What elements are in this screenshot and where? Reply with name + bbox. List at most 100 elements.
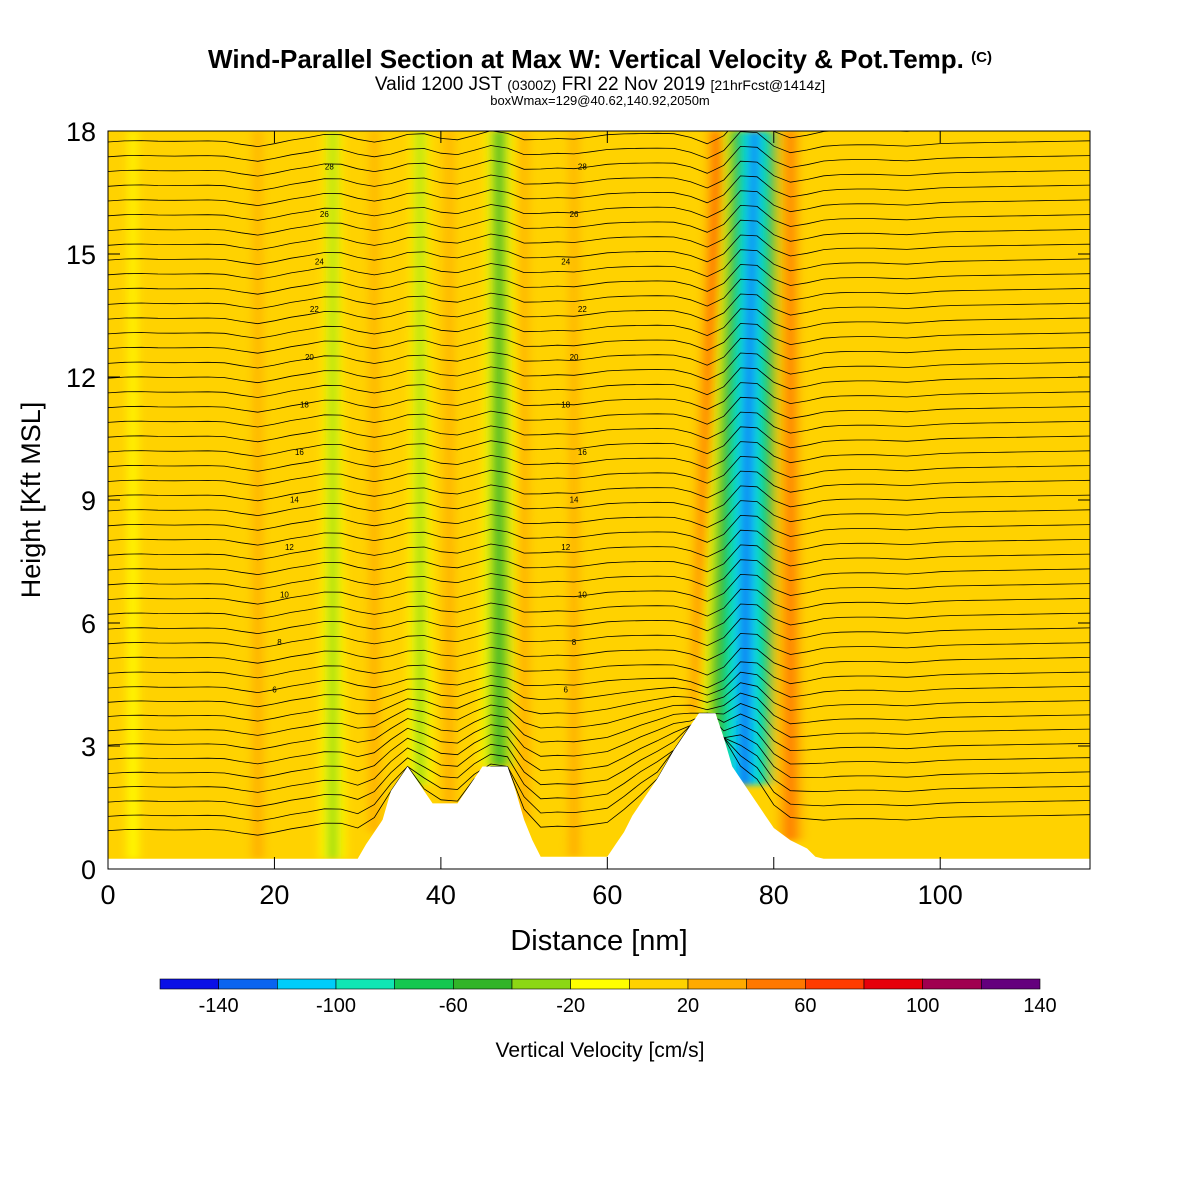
theta-contour-27 xyxy=(108,411,1090,443)
theta-contour-41 xyxy=(108,204,1090,236)
theta-label-30-0: 30 xyxy=(330,115,339,124)
theta-contour-19 xyxy=(108,529,1090,561)
y-tick-label-15: 15 xyxy=(66,240,96,270)
theta-contour-7 xyxy=(108,692,1090,736)
colorbar-tick--60: -60 xyxy=(439,995,468,1017)
velocity-plume-12 xyxy=(901,623,912,859)
theta-contour-20 xyxy=(108,514,1090,546)
theta-contour-5 xyxy=(108,712,1090,765)
theta-label-24-0: 24 xyxy=(315,258,324,267)
colorbar-swatch-1 xyxy=(218,978,278,990)
theta-label-26-0: 26 xyxy=(320,210,329,219)
x-tick-label-20: 20 xyxy=(259,880,289,910)
theta-label-22-1: 22 xyxy=(578,305,587,314)
theta-contour-18 xyxy=(108,544,1090,576)
theta-label-14-0: 14 xyxy=(290,495,299,504)
theta-contour-21 xyxy=(108,500,1090,531)
theta-contour-labels: 6 6 8 8 10 10 12 12 14 14 16 16 18 18 20 20 22 22 24 24 26 26… xyxy=(272,115,587,695)
theta-label-12-1: 12 xyxy=(561,543,570,552)
velocity-plume-5 xyxy=(444,131,455,804)
theta-label-10-0: 10 xyxy=(280,591,289,600)
y-tick-label-0: 0 xyxy=(81,855,96,885)
chart-title: Wind-Parallel Section at Max W: Vertical… xyxy=(0,44,1200,75)
theta-label-30-1: 30 xyxy=(561,115,570,124)
theta-contour-0 xyxy=(108,712,1090,836)
velocity-plume-7 xyxy=(519,131,530,820)
colorbar-swatch-8 xyxy=(629,978,689,990)
velocity-plume-6 xyxy=(494,131,505,767)
theta-label-28-1: 28 xyxy=(578,163,587,172)
title-text: Wind-Parallel Section at Max W: Vertical… xyxy=(208,44,964,74)
theta-contour-33 xyxy=(108,323,1090,354)
y-axis-label: Height [Kft MSL] xyxy=(16,402,46,599)
theta-contour-17 xyxy=(108,559,1090,590)
valid-zulu: (0300Z) xyxy=(507,77,557,93)
theta-label-8-0: 8 xyxy=(277,638,282,647)
forecast-info: [21hrFcst@1414z] xyxy=(710,77,826,93)
y-tick-label-18: 18 xyxy=(66,117,96,147)
colorbar-tick-140: 140 xyxy=(1023,995,1056,1017)
theta-contour-14 xyxy=(108,603,1090,635)
theta-label-16-1: 16 xyxy=(578,448,587,457)
theta-contour-6 xyxy=(108,703,1090,751)
theta-contour-13 xyxy=(108,618,1090,649)
colorbar-tick--140: -140 xyxy=(199,995,239,1017)
theta-label-16-0: 16 xyxy=(295,448,304,457)
chart-subtitle: Valid 1200 JST (0300Z) FRI 22 Nov 2019 [… xyxy=(0,74,1200,96)
theta-contour-42 xyxy=(108,190,1090,221)
y-tick-label-6: 6 xyxy=(81,609,96,639)
x-axis-label: Distance [nm] xyxy=(510,925,687,957)
theta-label-20-0: 20 xyxy=(305,353,314,362)
theta-contour-38 xyxy=(108,249,1090,280)
colorbar: -140 -100 -60 -20 20 60 100 140 xyxy=(159,978,1057,1017)
theta-contour-8 xyxy=(108,682,1090,722)
colorbar-swatch-2 xyxy=(277,978,337,990)
colorbar-swatch-7 xyxy=(570,978,630,990)
theta-contour-32 xyxy=(108,337,1090,369)
theta-contour-1 xyxy=(108,712,1090,822)
theta-contour-45 xyxy=(108,145,1090,177)
theta-label-24-1: 24 xyxy=(561,258,570,267)
x-tick-label-100: 100 xyxy=(918,880,963,910)
box-wmax-info: boxWmax=129@40.62,140.92,2050m xyxy=(490,93,710,108)
theta-contour-35 xyxy=(108,293,1090,325)
theta-contour-15 xyxy=(108,588,1090,620)
theta-contour-29 xyxy=(108,382,1090,413)
theta-label-14-1: 14 xyxy=(570,495,579,504)
colorbar-tick-20: 20 xyxy=(677,995,699,1017)
y-tick-label-9: 9 xyxy=(81,486,96,516)
colorbar-tick--20: -20 xyxy=(556,995,585,1017)
theta-contour-44 xyxy=(108,160,1090,192)
theta-label-8-1: 8 xyxy=(572,638,577,647)
theta-contour-24 xyxy=(108,455,1090,487)
theta-contour-16 xyxy=(108,573,1090,605)
colorbar-swatch-3 xyxy=(335,978,395,990)
theta-contour-23 xyxy=(108,470,1090,502)
colorbar-swatch-12 xyxy=(863,978,923,990)
theta-contour-34 xyxy=(108,308,1090,339)
theta-label-18-1: 18 xyxy=(561,400,570,409)
theta-contour-12 xyxy=(108,633,1090,664)
theta-contour-28 xyxy=(108,396,1090,428)
colorbar-tick--100: -100 xyxy=(316,995,356,1017)
theta-contour-31 xyxy=(108,352,1090,384)
colorbar-tick-60: 60 xyxy=(794,995,816,1017)
theta-contour-36 xyxy=(108,278,1090,310)
theta-contour-10 xyxy=(108,661,1090,694)
theta-contour-43 xyxy=(108,175,1090,207)
y-tick-label-12: 12 xyxy=(66,363,96,393)
colorbar-swatch-13 xyxy=(922,978,982,990)
theta-label-22-0: 22 xyxy=(310,305,319,314)
colorbar-label: Vertical Velocity [cm/s] xyxy=(496,1039,705,1062)
x-tick-label-60: 60 xyxy=(592,880,622,910)
theta-contour-22 xyxy=(108,485,1090,517)
theta-label-12-0: 12 xyxy=(285,543,294,552)
y-axis: 0 3 6 9 12 15 18 xyxy=(66,117,1090,885)
theta-contour-11 xyxy=(108,647,1090,679)
x-tick-label-0: 0 xyxy=(100,880,115,910)
colorbar-swatch-4 xyxy=(394,978,454,990)
velocity-plume-11 xyxy=(785,131,796,841)
copyright-mark: (C) xyxy=(971,49,992,66)
theta-label-28-0: 28 xyxy=(325,163,334,172)
theta-label-18-0: 18 xyxy=(300,400,309,409)
